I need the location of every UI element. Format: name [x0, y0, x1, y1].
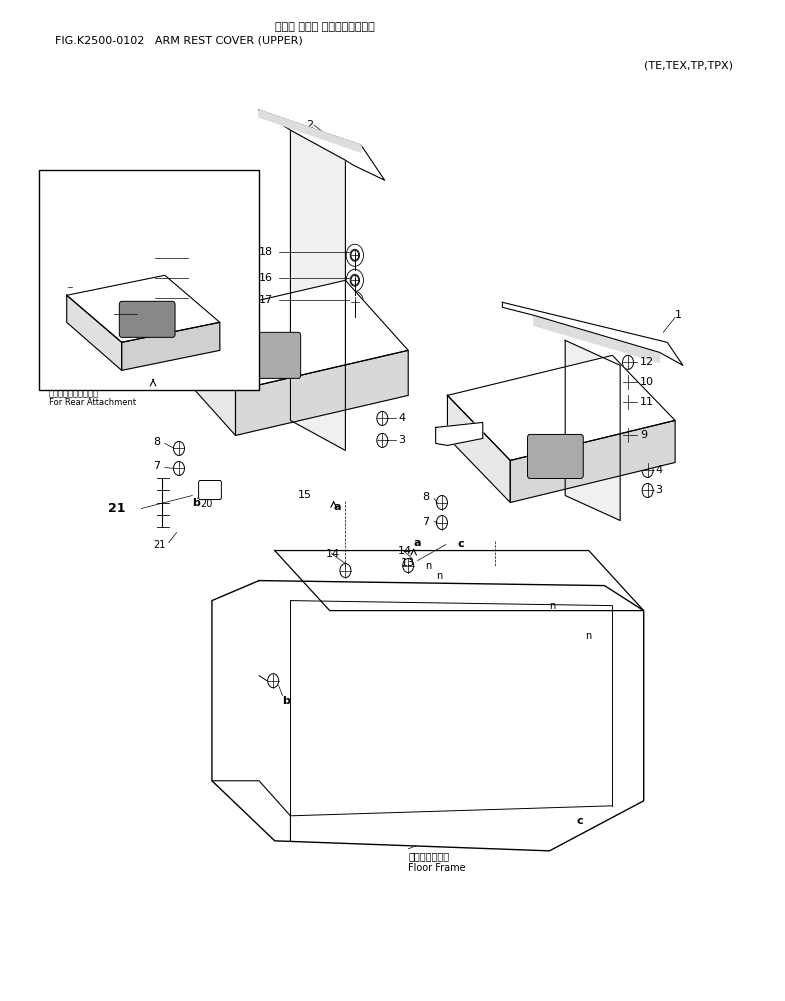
Text: 4: 4 — [398, 413, 405, 423]
Text: n: n — [585, 631, 591, 641]
Polygon shape — [447, 395, 510, 503]
Polygon shape — [290, 130, 345, 450]
Text: 4: 4 — [655, 465, 663, 475]
Text: 17: 17 — [259, 295, 273, 305]
Polygon shape — [212, 581, 644, 851]
Text: 15: 15 — [94, 310, 107, 320]
Text: 16: 16 — [145, 273, 158, 283]
Text: b: b — [283, 696, 290, 706]
Polygon shape — [236, 350, 408, 435]
Text: n: n — [436, 571, 442, 581]
Text: n: n — [550, 601, 556, 611]
Text: For Rear Attachment: For Rear Attachment — [49, 398, 136, 406]
Text: 14: 14 — [398, 546, 412, 556]
Text: Floor Frame: Floor Frame — [408, 863, 466, 873]
FancyBboxPatch shape — [241, 332, 301, 378]
Polygon shape — [447, 355, 675, 460]
Polygon shape — [502, 302, 683, 365]
Text: 1: 1 — [675, 310, 682, 320]
Polygon shape — [510, 420, 675, 503]
Text: 21: 21 — [108, 503, 126, 515]
Polygon shape — [173, 280, 408, 390]
FancyBboxPatch shape — [528, 434, 583, 478]
Text: フロアフレーム: フロアフレーム — [408, 851, 449, 861]
Polygon shape — [259, 110, 361, 152]
Text: 19: 19 — [51, 280, 64, 290]
FancyBboxPatch shape — [119, 301, 175, 337]
Text: 6: 6 — [161, 335, 168, 345]
Text: n: n — [425, 561, 432, 571]
Polygon shape — [259, 110, 385, 180]
Text: 13: 13 — [400, 558, 414, 568]
Text: 12: 12 — [640, 357, 654, 367]
Text: 3: 3 — [655, 485, 663, 495]
Text: 14: 14 — [326, 549, 340, 559]
Text: 5: 5 — [440, 433, 447, 443]
Text: 10: 10 — [640, 377, 654, 387]
Polygon shape — [173, 320, 235, 435]
Polygon shape — [122, 322, 220, 370]
FancyBboxPatch shape — [199, 480, 221, 499]
Text: c: c — [577, 816, 583, 826]
Text: 17: 17 — [145, 293, 158, 303]
Text: 9: 9 — [640, 430, 647, 440]
Polygon shape — [67, 275, 220, 342]
Polygon shape — [436, 422, 483, 445]
Text: c: c — [458, 539, 464, 549]
Text: 2: 2 — [306, 120, 313, 130]
Text: b: b — [192, 497, 200, 508]
Text: 7: 7 — [153, 461, 160, 471]
Text: 20: 20 — [200, 498, 213, 509]
Text: 7: 7 — [422, 517, 429, 527]
FancyBboxPatch shape — [39, 170, 259, 390]
Polygon shape — [534, 315, 659, 362]
Text: 16: 16 — [259, 273, 273, 283]
Polygon shape — [165, 330, 212, 355]
Text: 18: 18 — [259, 247, 273, 257]
Text: 8: 8 — [422, 492, 429, 503]
Text: 21: 21 — [153, 540, 166, 550]
Text: 後方用アタッチメント: 後方用アタッチメント — [49, 389, 99, 397]
Text: a: a — [414, 538, 422, 548]
Text: 11: 11 — [640, 397, 654, 407]
Text: 3: 3 — [398, 435, 405, 445]
Text: 18: 18 — [145, 253, 158, 263]
Text: 15: 15 — [298, 490, 312, 500]
Text: a: a — [334, 502, 341, 512]
Polygon shape — [67, 295, 122, 370]
Text: (TE,TEX,TP,TPX): (TE,TEX,TP,TPX) — [644, 60, 732, 70]
Text: a: a — [145, 368, 153, 378]
Text: FIG.K2500-0102   ARM REST COVER (UPPER): FIG.K2500-0102 ARM REST COVER (UPPER) — [55, 35, 303, 45]
Text: アーム レスト カバー（アッパ）: アーム レスト カバー（アッパ） — [275, 22, 374, 32]
Polygon shape — [565, 340, 620, 521]
Text: 8: 8 — [153, 437, 160, 447]
